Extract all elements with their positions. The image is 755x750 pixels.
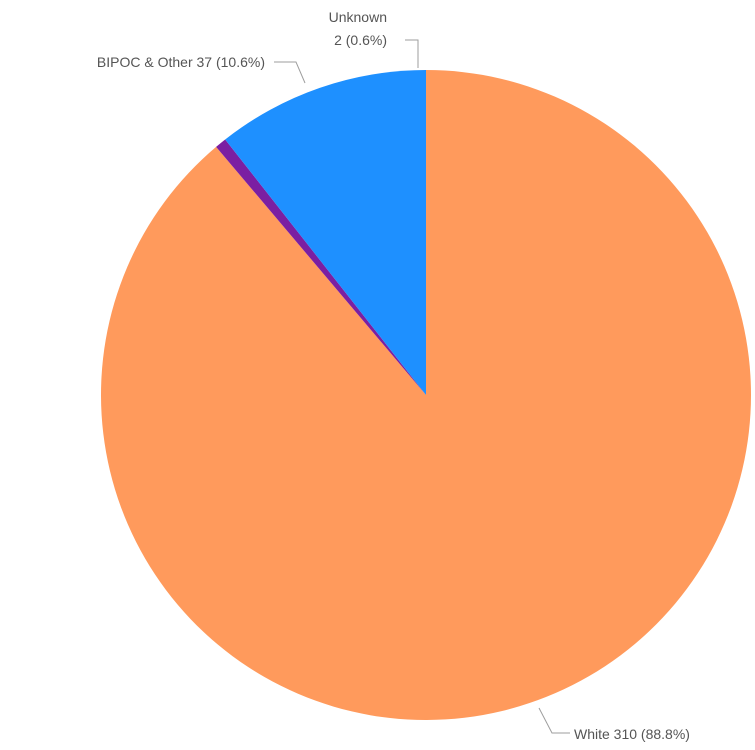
pie-slice-bipoc-other xyxy=(225,70,426,395)
slice-label-bipoc: BIPOC & Other 37 (10.6%) xyxy=(97,54,265,70)
pie-slice-unknown xyxy=(216,139,426,395)
slice-label-unknown-name: Unknown xyxy=(329,9,387,25)
leader-line-white xyxy=(538,707,570,734)
pie-slices xyxy=(100,70,751,721)
leader-line-bipoc xyxy=(274,61,306,84)
pie-slice-white xyxy=(100,70,751,721)
leader-line-unknown xyxy=(405,39,419,68)
slice-label-unknown-value: 2 (0.6%) xyxy=(334,32,387,48)
slice-label-white: White 310 (88.8%) xyxy=(574,726,690,742)
